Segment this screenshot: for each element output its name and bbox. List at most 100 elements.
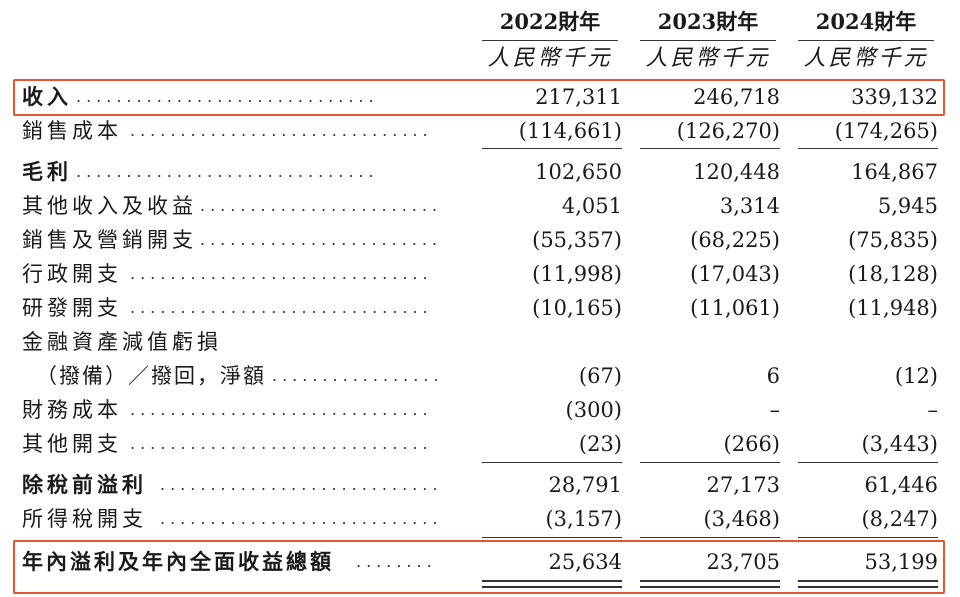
value-2023: 120,448 (693, 160, 780, 184)
column-year: 2022財年 (499, 9, 601, 34)
leader-dots: .............................. (160, 475, 438, 494)
subtotal-rule (482, 537, 622, 538)
value-2023: 3,314 (719, 194, 780, 218)
value-2022: (114,661) (518, 119, 622, 143)
value-2024: 61,446 (864, 473, 938, 497)
row-label: 金融資產減值虧損 (22, 330, 222, 354)
value-2023: 23,705 (706, 550, 780, 574)
value-2024: (3,443) (861, 432, 938, 456)
row-revenue: 收入 .............................. 217,31… (0, 80, 960, 114)
total-double-rule (640, 580, 780, 588)
highlight-box-revenue (13, 79, 945, 116)
value-2024: (12) (894, 364, 938, 388)
value-2022: 25,634 (548, 550, 622, 574)
row-other-income: 其他收入及收益 .............................. 4… (0, 189, 960, 223)
value-2022: (67) (578, 364, 622, 388)
column-unit: 人民幣千元 (803, 46, 929, 71)
value-2024: 339,132 (851, 85, 938, 109)
value-2022: (10,165) (532, 296, 622, 320)
value-2022: 217,311 (535, 85, 622, 109)
value-2022: 28,791 (548, 473, 622, 497)
value-2022: (23) (578, 432, 622, 456)
column-unit: 人民幣千元 (487, 46, 613, 71)
value-2024: – (927, 398, 939, 422)
total-double-rule (798, 580, 938, 588)
leader-dots: .............................. (356, 552, 438, 571)
row-label: （撥備）／撥回，淨額 (36, 364, 266, 388)
row-cost-of-sales: 銷售成本 .............................. (114… (0, 114, 960, 148)
value-2022: 4,051 (561, 194, 622, 218)
column-header-2022: 2022財年 人民幣千元 (482, 4, 618, 77)
leader-dots: .............................. (76, 162, 379, 181)
total-double-rule (482, 580, 622, 588)
row-admin-expenses: 行政開支 .............................. (11,… (0, 257, 960, 291)
value-2024: (8,247) (861, 507, 938, 531)
value-2023: 6 (766, 364, 780, 388)
leader-dots: .............................. (200, 230, 438, 249)
leader-dots: .............................. (76, 87, 379, 106)
value-2024: (11,948) (848, 296, 938, 320)
value-2023: (266) (723, 432, 780, 456)
subtotal-rule (798, 537, 938, 538)
row-rd-expenses: 研發開支 .............................. (10,… (0, 291, 960, 325)
value-2023: 246,718 (693, 85, 780, 109)
row-label: 銷售成本 (22, 119, 122, 143)
value-2022: (55,357) (532, 228, 622, 252)
row-label: 銷售及營銷開支 (22, 228, 197, 252)
subtotal-rule (640, 537, 780, 538)
column-header-2023: 2023財年 人民幣千元 (640, 4, 776, 77)
row-impairment: （撥備）／撥回，淨額 .............................… (0, 359, 960, 393)
subtotal-rule (482, 462, 622, 463)
row-total-comprehensive-income: 年內溢利及年內全面收益總額 ..........................… (0, 545, 960, 579)
row-label: 行政開支 (22, 262, 122, 286)
highlight-box-total (13, 540, 945, 594)
leader-dots: .............................. (272, 366, 438, 385)
row-label: 研發開支 (22, 296, 122, 320)
row-label: 除稅前溢利 (22, 472, 147, 497)
row-label: 收入 (22, 84, 72, 109)
value-2023: (11,061) (690, 296, 780, 320)
row-label: 毛利 (22, 159, 72, 184)
value-2023: 27,173 (706, 473, 780, 497)
column-year: 2024財年 (815, 9, 917, 34)
value-2024: (75,835) (848, 228, 938, 252)
value-2023: – (769, 398, 781, 422)
row-profit-before-tax: 除稅前溢利 .............................. 28,… (0, 468, 960, 502)
leader-dots: .............................. (160, 509, 438, 528)
value-2024: 164,867 (851, 160, 938, 184)
value-2024: (18,128) (848, 262, 938, 286)
subtotal-rule (640, 462, 780, 463)
column-year: 2023財年 (657, 9, 759, 34)
value-2024: (174,265) (834, 119, 938, 143)
value-2022: 102,650 (535, 160, 622, 184)
leader-dots: .............................. (130, 434, 433, 453)
leader-dots: .............................. (130, 264, 433, 283)
leader-dots: .............................. (130, 400, 433, 419)
header-rule (640, 40, 776, 41)
subtotal-rule (640, 148, 780, 149)
row-gross-profit: 毛利 .............................. 102,65… (0, 155, 960, 189)
leader-dots: .............................. (200, 196, 438, 215)
row-income-tax: 所得稅開支 .............................. (3,… (0, 502, 960, 536)
row-impairment-label: 金融資產減值虧損 (0, 325, 960, 359)
value-2022: (3,157) (545, 507, 622, 531)
value-2024: 53,199 (864, 550, 938, 574)
value-2023: (17,043) (690, 262, 780, 286)
value-2023: (68,225) (690, 228, 780, 252)
leader-dots: .............................. (130, 121, 433, 140)
row-label: 財務成本 (22, 398, 122, 422)
row-finance-costs: 財務成本 .............................. (300… (0, 393, 960, 427)
value-2022: (11,998) (532, 262, 622, 286)
row-label: 其他收入及收益 (22, 194, 197, 218)
value-2024: 5,945 (877, 194, 938, 218)
column-unit: 人民幣千元 (645, 46, 771, 71)
row-label: 其他開支 (22, 432, 122, 456)
header-rule (482, 40, 618, 41)
row-label: 年內溢利及年內全面收益總額 (22, 549, 334, 574)
subtotal-rule (798, 462, 938, 463)
column-header-2024: 2024財年 人民幣千元 (798, 4, 934, 77)
value-2022: (300) (565, 398, 622, 422)
value-2023: (3,468) (703, 507, 780, 531)
leader-dots: .............................. (130, 298, 433, 317)
